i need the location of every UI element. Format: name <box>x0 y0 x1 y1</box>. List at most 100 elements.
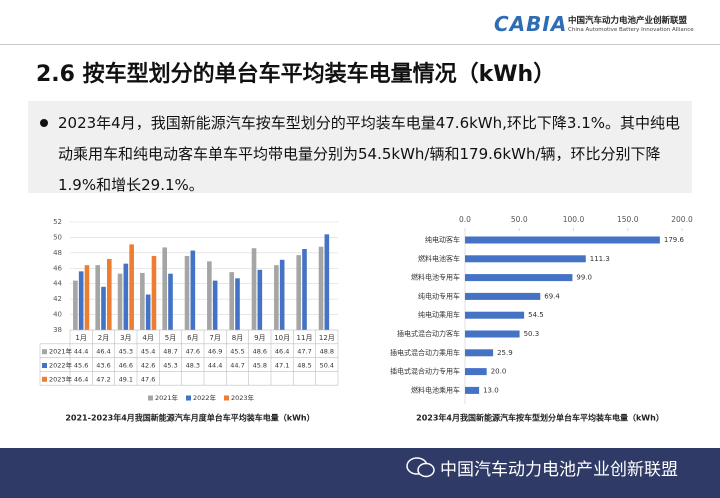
chart-title: 2023年4月我国新能源汽车按车型划分单台车平均装车电量（kWh） <box>416 413 664 423</box>
bar <box>465 236 660 244</box>
data-label: 48.8 <box>320 348 334 356</box>
bar <box>465 255 586 263</box>
bar <box>107 259 112 330</box>
legend-swatch <box>42 376 47 382</box>
data-label: 47.7 <box>297 348 311 356</box>
data-label: 111.3 <box>590 255 610 263</box>
legend-swatch <box>148 395 153 401</box>
y-tick-label: 44 <box>53 280 62 288</box>
x-tick-label: 6月 <box>187 334 198 342</box>
data-label: 47.6 <box>186 348 200 356</box>
legend-swatch <box>224 395 229 401</box>
y-tick-label: 燃料电池专用车 <box>411 273 460 282</box>
data-label: 69.4 <box>544 292 560 300</box>
data-label: 43.6 <box>96 362 110 370</box>
bullet-dot <box>40 119 48 127</box>
legend-label: 2021年 <box>155 393 179 402</box>
y-tick-label: 38 <box>53 326 62 334</box>
header-line <box>0 44 720 45</box>
table-row-label: 2021年 <box>49 347 73 356</box>
bullet-box <box>28 101 692 193</box>
y-tick-label: 燃料电池乘用车 <box>411 385 460 394</box>
x-tick-label: 12月 <box>319 334 335 342</box>
bar <box>302 249 307 330</box>
x-tick-label: 5月 <box>165 334 176 342</box>
data-label: 45.3 <box>119 348 133 356</box>
y-tick-label: 46 <box>53 264 62 272</box>
footer-band <box>0 448 720 498</box>
data-label: 48.3 <box>186 362 200 370</box>
y-tick-label: 纯电动专用车 <box>418 291 460 300</box>
x-tick-label: 10月 <box>274 334 290 342</box>
bar <box>274 265 279 330</box>
data-label: 46.4 <box>275 348 289 356</box>
x-tick-label: 150.0 <box>617 215 639 224</box>
x-tick-label: 11月 <box>297 334 313 342</box>
logo: CABIA <box>494 12 568 36</box>
legend-label: 2023年 <box>231 393 255 402</box>
data-label: 46.4 <box>74 375 88 383</box>
bar <box>465 292 541 300</box>
data-label: 50.4 <box>320 362 334 370</box>
legend-swatch <box>42 349 47 355</box>
bar <box>251 248 257 330</box>
bar <box>168 273 173 330</box>
x-tick-label: 50.0 <box>511 215 528 224</box>
data-label: 13.0 <box>483 386 499 394</box>
bar <box>101 286 106 330</box>
legend-label: 2022年 <box>193 393 217 402</box>
bar <box>129 244 134 330</box>
bar <box>95 265 100 330</box>
x-tick-label: 4月 <box>142 334 153 342</box>
x-tick-label: 2月 <box>98 334 109 342</box>
bar <box>151 255 157 330</box>
chart-title: 2021-2023年4月我国新能源汽车月度单台车平均装车电量（kWh） <box>65 413 314 423</box>
data-label: 42.6 <box>141 362 155 370</box>
y-tick-label: 燃料电池客车 <box>418 254 460 263</box>
data-label: 44.7 <box>230 362 244 370</box>
y-tick-label: 52 <box>53 218 62 226</box>
data-label: 45.4 <box>141 348 155 356</box>
data-label: 47.1 <box>275 362 289 370</box>
data-label: 49.1 <box>119 375 133 383</box>
data-label: 179.6 <box>664 236 685 244</box>
bar <box>465 368 487 376</box>
data-label: 48.7 <box>163 348 177 356</box>
data-label: 47.2 <box>96 375 110 383</box>
data-label: 25.9 <box>497 349 513 357</box>
bar <box>162 247 167 330</box>
bar <box>73 280 78 330</box>
footer-text: 中国汽车动力电池产业创新联盟 <box>440 460 678 480</box>
bar <box>123 263 129 330</box>
legend-swatch <box>186 395 191 401</box>
y-tick-label: 纯电动乘用车 <box>418 310 460 319</box>
bar <box>78 271 84 330</box>
x-tick-label: 8月 <box>232 334 243 342</box>
x-tick-label: 0.0 <box>459 215 471 224</box>
data-label: 48.6 <box>253 348 267 356</box>
y-tick-label: 插电式混合动力乘用车 <box>390 348 460 357</box>
table-row-label: 2022年 <box>49 361 73 370</box>
table-row-label: 2023年 <box>49 374 73 383</box>
data-label: 54.5 <box>528 311 544 319</box>
bar <box>324 234 330 330</box>
data-label: 45.8 <box>253 362 267 370</box>
bar <box>465 330 520 338</box>
data-label: 46.9 <box>208 348 222 356</box>
data-label: 48.5 <box>297 362 311 370</box>
bar <box>318 246 324 330</box>
y-tick-label: 插电式混合动力专用车 <box>390 367 460 376</box>
org-en: China Automotive Battery Innovation Alli… <box>568 27 694 33</box>
x-tick-label: 7月 <box>209 334 220 342</box>
data-label: 45.6 <box>74 362 88 370</box>
bar <box>465 386 480 394</box>
y-tick-label: 40 <box>53 311 62 319</box>
x-tick-label: 1月 <box>75 334 86 342</box>
data-label: 20.0 <box>491 368 507 376</box>
data-label: 44.4 <box>74 348 88 356</box>
data-label: 47.6 <box>141 375 155 383</box>
y-tick-label: 插电式混合动力客车 <box>397 329 460 338</box>
bar <box>212 280 218 330</box>
